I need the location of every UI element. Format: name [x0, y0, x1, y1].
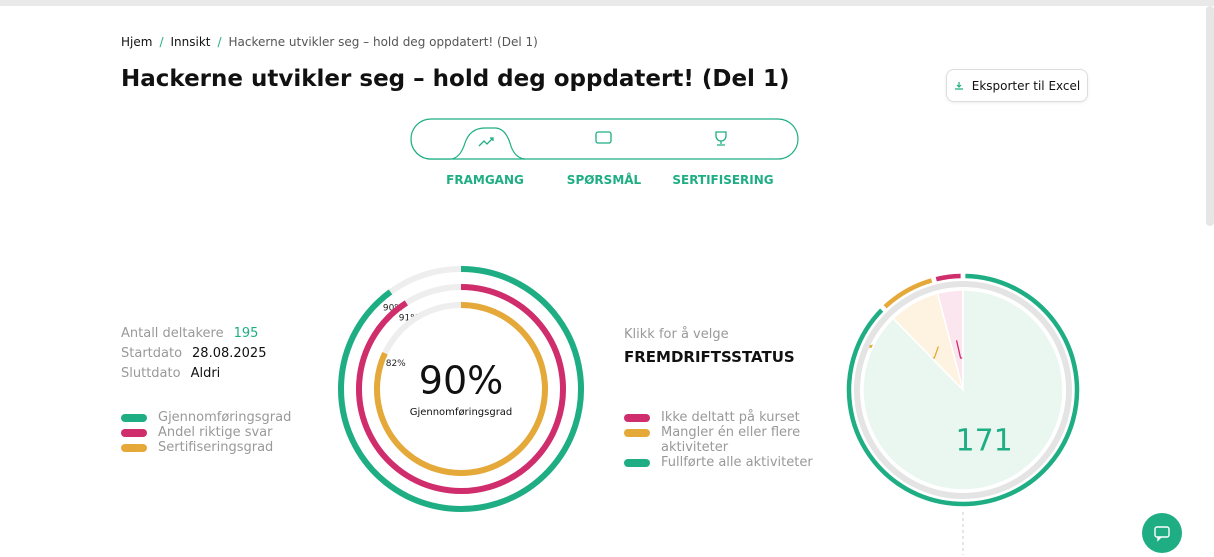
pie-slice [892, 292, 965, 393]
legend-label: Andel riktige svar [158, 425, 273, 440]
chat-icon [1154, 526, 1170, 542]
page-title: Hackerne utvikler seg – hold deg oppdate… [121, 66, 790, 92]
ring-label: 91% [399, 314, 419, 324]
pie-slice [936, 289, 964, 391]
pie-value: 171 [955, 423, 1012, 458]
pie-ring-arc [935, 273, 961, 282]
tab-label[interactable]: SERTIFISERING [672, 173, 774, 187]
stat-value: 28.08.2025 [192, 346, 267, 361]
pie-slice [862, 289, 1064, 491]
legend-item[interactable]: Andel riktige svar [121, 425, 291, 440]
scrollbar [1206, 6, 1214, 226]
center-label: Gjennomføringsgrad [410, 407, 513, 418]
tab-icon[interactable] [715, 131, 727, 146]
legend-swatch [121, 444, 147, 452]
crumb[interactable]: Innsikt [152, 35, 210, 49]
ring-arc [338, 266, 584, 512]
legend: Gjennomføringsgrad Andel riktige svar Sert… [121, 410, 291, 455]
leader-line [955, 340, 979, 359]
ring-track [356, 284, 566, 494]
export-label: Eksporter til Excel [971, 78, 1081, 93]
ring-arc [374, 302, 548, 476]
ring-label: 82% [386, 359, 406, 369]
pie-header: Klikk for å velge FREMDRIFTSSTATUS [624, 327, 795, 366]
stat-label: Sluttdato [121, 366, 181, 381]
pie-value: 8 [983, 340, 1002, 375]
legend-swatch [121, 429, 147, 437]
legend-item[interactable]: Ikke deltatt på kurset [624, 410, 814, 425]
pie-ring-arc [846, 273, 1080, 507]
legend-label: Ikke deltatt på kurset [661, 410, 800, 425]
active-tab[interactable] [410, 127, 526, 160]
pie-title: FREMDRIFTSSTATUS [624, 348, 795, 366]
crumb: Hackerne utvikler seg – hold deg oppdate… [210, 35, 537, 49]
legend-item[interactable]: Gjennomføringsgrad [121, 410, 291, 425]
legend-label: Fullførte alle aktiviteter [661, 455, 813, 470]
stats: Antall deltakere 195 Startdato 28.08.2025 … [121, 324, 266, 384]
pie-value: 16 [866, 340, 904, 375]
legend-label: Gjennomføringsgrad [158, 410, 292, 425]
leader-dot [906, 356, 911, 360]
pie-subtitle: Klikk for å velge [624, 327, 729, 342]
chat-button[interactable] [1142, 513, 1182, 553]
legend: Ikke deltatt på kurset Mangler én eller f… [624, 410, 814, 470]
tab-bar [410, 118, 799, 160]
legend-label: Sertifiseringsgrad [158, 440, 274, 455]
legend-swatch [624, 414, 650, 422]
tab-label[interactable]: SPØRSMÅL [566, 173, 642, 187]
ring-track [374, 302, 548, 476]
legend-swatch [624, 429, 650, 437]
legend-item[interactable]: Sertifiseringsgrad [121, 440, 291, 455]
legend-item[interactable]: Mangler én eller flere aktiviteter [624, 425, 814, 455]
pie-ring-arc [883, 278, 933, 309]
stat-label: Startdato [121, 346, 183, 361]
stat-label: Antall deltakere [121, 326, 224, 341]
tab-label[interactable]: FRAMGANG [446, 173, 524, 187]
stat-value: 195 [233, 326, 259, 341]
crumb[interactable]: Hjem [121, 35, 153, 49]
tab-icon [478, 137, 494, 147]
legend-swatch [121, 414, 147, 422]
download-icon [954, 81, 963, 90]
tab-icon[interactable] [595, 131, 612, 144]
leader-dot [976, 356, 981, 360]
stat-value: Aldri [190, 366, 221, 381]
legend-swatch [624, 459, 650, 467]
center-value: 90% [419, 359, 503, 403]
top-bar [0, 0, 1214, 6]
breadcrumb: HjemInnsiktHackerne utvikler seg – hold … [121, 35, 538, 49]
ring-track [338, 266, 584, 512]
ring-label: 90% [383, 303, 403, 313]
legend-label: Mangler én eller flere aktiviteter [661, 425, 801, 455]
export-button[interactable]: Eksporter til Excel [946, 69, 1088, 102]
pie-track [854, 281, 1072, 499]
ring-arc [356, 284, 566, 494]
legend-item[interactable]: Fullførte alle aktiviteter [624, 455, 814, 470]
leader-line [908, 346, 939, 359]
